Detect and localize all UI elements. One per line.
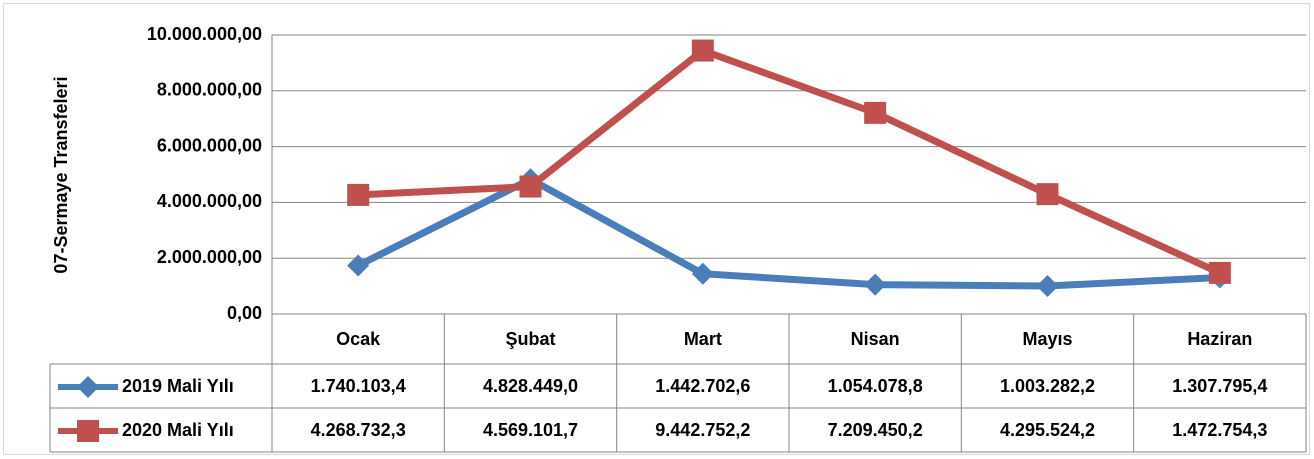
marker	[864, 273, 887, 296]
y-tick-label: 10.000.000,00	[147, 24, 262, 44]
table-cell: 4.295.524,2	[1000, 420, 1095, 440]
table-cell: 1.054.078,8	[828, 376, 923, 396]
x-tick-label: Nisan	[851, 329, 900, 349]
legend-label: 2020 Mali Yılı	[122, 420, 234, 440]
legend-marker	[77, 420, 99, 442]
table-cell: 1.740.103,4	[311, 376, 406, 396]
marker	[864, 101, 887, 124]
marker	[347, 254, 370, 277]
table-cell: 1.307.795,4	[1172, 376, 1267, 396]
x-tick-label: Haziran	[1187, 329, 1252, 349]
y-tick-label: 4.000.000,00	[157, 191, 262, 211]
marker	[347, 183, 370, 206]
table-cell: 9.442.752,2	[655, 420, 750, 440]
series-line	[356, 175, 1221, 290]
marker	[691, 262, 714, 285]
y-tick-label: 0,00	[227, 303, 262, 323]
table-cell: 4.828.449,0	[483, 376, 578, 396]
series-line	[357, 47, 1222, 277]
table-cell: 4.268.732,3	[311, 420, 406, 440]
chart-border	[3, 3, 1310, 455]
legend-marker	[77, 376, 99, 398]
y-tick-label: 6.000.000,00	[157, 135, 262, 155]
y-tick-label: 8.000.000,00	[157, 80, 262, 100]
legend-label: 2019 Mali Yılı	[122, 376, 234, 396]
marker	[1036, 275, 1059, 298]
x-tick-label: Ocak	[336, 329, 381, 349]
x-tick-label: Mayıs	[1022, 329, 1072, 349]
marker	[691, 39, 714, 62]
table-cell: 1.442.702,6	[655, 376, 750, 396]
y-axis-label: 07-Sermaye Transfeleri	[51, 76, 71, 273]
table-cell: 4.569.101,7	[483, 420, 578, 440]
marker	[519, 175, 542, 198]
table-cell: 7.209.450,2	[828, 420, 923, 440]
y-tick-label: 2.000.000,00	[157, 247, 262, 267]
table-cell: 1.472.754,3	[1172, 420, 1267, 440]
marker	[1036, 183, 1059, 206]
marker	[1208, 261, 1231, 284]
x-tick-label: Mart	[684, 329, 722, 349]
table-cell: 1.003.282,2	[1000, 376, 1095, 396]
x-tick-label: Şubat	[505, 329, 555, 349]
